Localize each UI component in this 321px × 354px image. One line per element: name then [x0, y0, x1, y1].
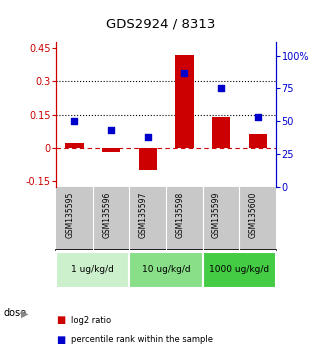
Text: GSM135596: GSM135596 — [102, 192, 111, 238]
Text: 1000 ug/kg/d: 1000 ug/kg/d — [209, 265, 269, 274]
Bar — [65, 143, 84, 148]
Point — [72, 118, 77, 124]
Text: log2 ratio: log2 ratio — [71, 316, 111, 325]
Bar — [102, 148, 120, 152]
Text: GSM135599: GSM135599 — [212, 192, 221, 238]
Text: percentile rank within the sample: percentile rank within the sample — [71, 335, 213, 344]
Bar — [56, 252, 129, 288]
Bar — [212, 117, 230, 148]
Text: dose: dose — [3, 308, 26, 318]
Point — [219, 85, 224, 91]
Text: GSM135598: GSM135598 — [176, 192, 185, 238]
Text: GSM135597: GSM135597 — [139, 192, 148, 238]
Bar — [203, 252, 276, 288]
Bar — [139, 148, 157, 170]
Point — [255, 114, 260, 120]
Text: 1 ug/kg/d: 1 ug/kg/d — [71, 265, 114, 274]
Bar — [175, 55, 194, 148]
Text: ▶: ▶ — [21, 308, 28, 318]
Text: ■: ■ — [56, 315, 65, 325]
Text: GSM135600: GSM135600 — [249, 192, 258, 238]
Text: GSM135595: GSM135595 — [65, 192, 74, 238]
Point — [182, 70, 187, 75]
Text: ■: ■ — [56, 335, 65, 345]
Bar — [248, 135, 267, 148]
Point — [108, 127, 114, 133]
Point — [145, 134, 150, 139]
Text: GDS2924 / 8313: GDS2924 / 8313 — [106, 17, 215, 30]
Text: 10 ug/kg/d: 10 ug/kg/d — [142, 265, 190, 274]
Bar — [129, 252, 203, 288]
